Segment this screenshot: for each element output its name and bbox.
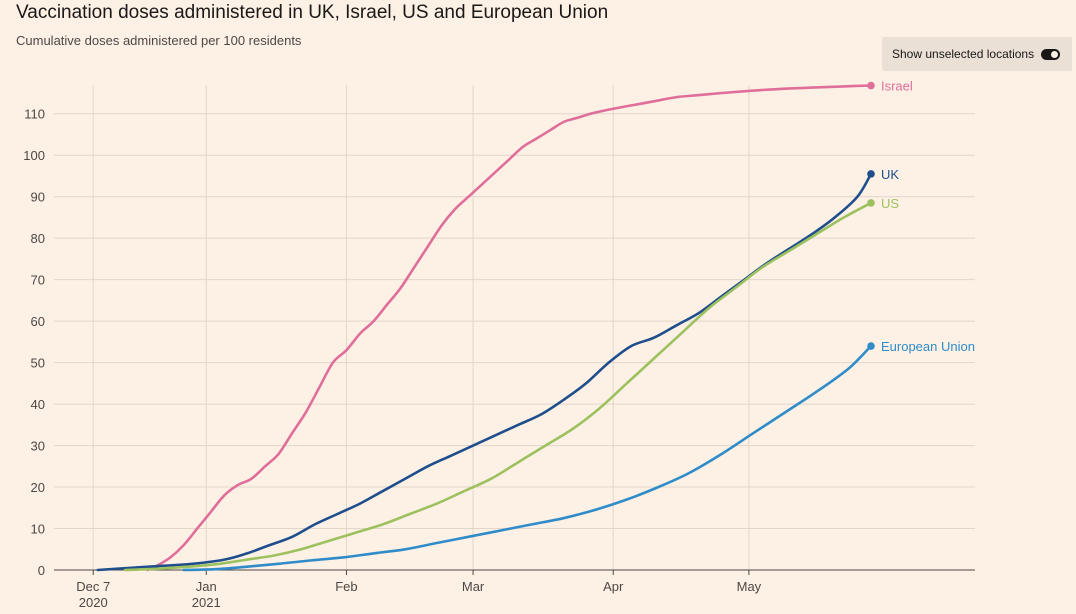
series-line-european-union [182, 344, 873, 572]
y-tick-label: 0 [38, 563, 45, 578]
series-line-us [123, 201, 873, 572]
y-tick-label: 40 [31, 397, 45, 412]
x-tick-label: Feb [335, 579, 357, 594]
series-end-marker-israel [867, 81, 875, 90]
y-tick-label: 50 [31, 356, 45, 371]
series-line-israel [146, 84, 873, 572]
chart-title: Vaccination doses administered in UK, Is… [16, 2, 609, 23]
y-tick-label: 60 [31, 314, 45, 329]
y-tick-label: 10 [31, 522, 45, 537]
series-end-marker-european-union [867, 342, 875, 350]
y-tick-label: 30 [31, 439, 45, 454]
x-tick-label: Apr [603, 579, 624, 594]
y-tick-label: 100 [23, 148, 45, 163]
x-tick-label: Dec 7 [76, 579, 110, 594]
series-end-marker-uk [867, 170, 875, 178]
y-tick-label: 20 [31, 480, 45, 495]
series-line-uk [96, 172, 873, 572]
x-tick-sublabel: 2021 [192, 595, 221, 610]
y-tick-label: 70 [31, 273, 45, 288]
toggle-label: Show unselected locations [892, 47, 1035, 61]
series-label-us: US [881, 196, 899, 211]
toggle-switch-icon[interactable] [1041, 48, 1061, 60]
series-label-european-union: European Union [881, 339, 975, 354]
show-unselected-toggle[interactable]: Show unselected locations [882, 37, 1072, 71]
x-tick-label: May [737, 579, 762, 594]
x-tick-sublabel: 2020 [79, 595, 108, 610]
y-tick-label: 110 [24, 107, 45, 122]
y-tick-label: 80 [31, 231, 45, 246]
x-tick-label: Mar [462, 579, 485, 594]
chart-subtitle: Cumulative doses administered per 100 re… [16, 33, 302, 48]
series-label-uk: UK [881, 167, 899, 182]
x-tick-label: Jan [196, 579, 217, 594]
y-tick-label: 90 [31, 190, 45, 205]
series-label-israel: Israel [881, 79, 913, 94]
series-end-marker-us [867, 199, 875, 207]
